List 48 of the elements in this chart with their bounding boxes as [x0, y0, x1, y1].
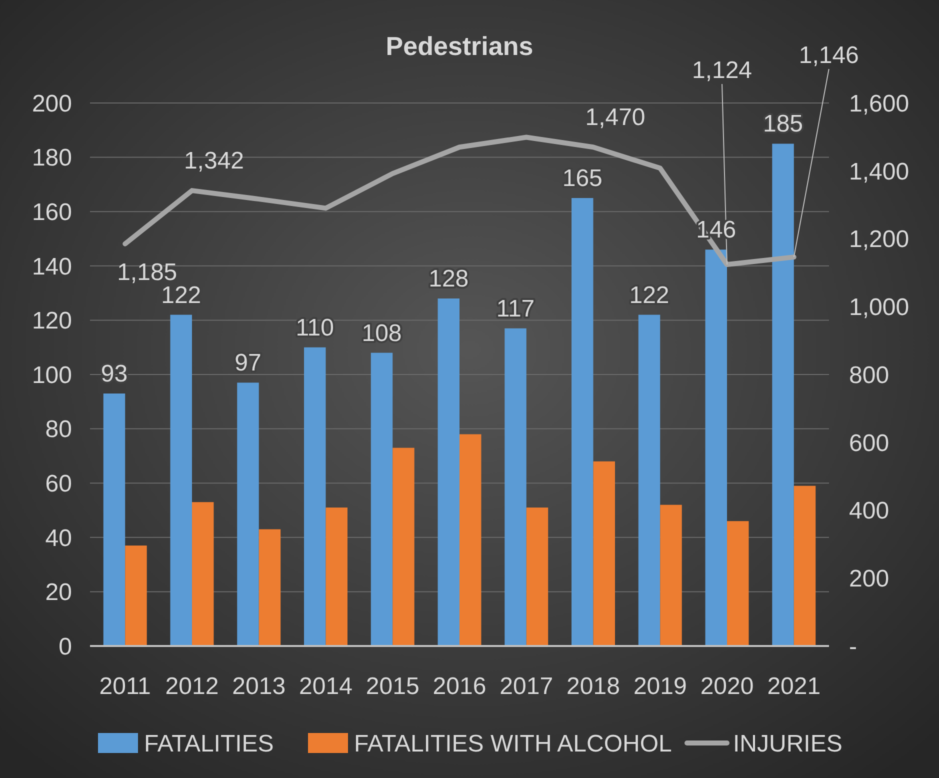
y2-tick-label: 1,000 — [849, 294, 910, 322]
y2-tick-label: 200 — [849, 566, 890, 593]
data-label: 1,124 — [692, 57, 752, 84]
data-label: 97 — [234, 350, 262, 377]
y-tick-label: 40 — [45, 524, 72, 552]
x-tick-label: 2013 — [232, 673, 286, 700]
y2-tick-label: - — [849, 633, 857, 660]
x-tick-label: 2015 — [366, 673, 420, 700]
data-label: 1,146 — [798, 42, 859, 69]
data-label: 1,470 — [585, 104, 646, 132]
legend-label: INJURIES — [733, 730, 842, 758]
chart-title: Pedestrians — [386, 31, 534, 61]
y2-tick-label: 800 — [849, 362, 890, 389]
y2-tick-label: 1,200 — [849, 226, 910, 254]
x-tick-label: 2017 — [500, 673, 554, 700]
x-tick-label: 2021 — [767, 673, 821, 700]
x-tick-label: 2014 — [299, 673, 352, 700]
data-label: 122 — [629, 282, 670, 309]
legend-label: FATALITIES WITH ALCOHOL — [354, 730, 672, 758]
x-tick-label: 2011 — [99, 673, 151, 700]
data-label: 165 — [562, 165, 602, 192]
y2-tick-label: 400 — [849, 498, 890, 525]
y-tick-label: 100 — [32, 362, 72, 389]
x-tick-label: 2018 — [566, 673, 620, 700]
data-label: 93 — [100, 360, 128, 388]
y2-tick-label: 600 — [849, 430, 890, 457]
y2-tick-label: 1,600 — [849, 90, 910, 118]
data-label: 1,342 — [184, 148, 244, 175]
y-tick-label: 180 — [32, 144, 72, 172]
x-tick-label: 2019 — [633, 673, 687, 700]
y-tick-label: 140 — [32, 253, 72, 280]
x-tick-label: 2020 — [700, 673, 754, 700]
y-tick-label: 60 — [45, 470, 72, 498]
data-label: 185 — [763, 110, 804, 138]
y-tick-label: 0 — [58, 633, 72, 660]
legend-label: FATALITIES — [144, 730, 274, 758]
y2-tick-label: 1,400 — [849, 158, 910, 186]
y-tick-label: 20 — [45, 579, 72, 606]
data-label: 110 — [296, 314, 334, 342]
data-label: 108 — [362, 320, 402, 347]
x-tick-label: 2012 — [165, 673, 219, 700]
x-tick-label: 2016 — [432, 673, 486, 700]
y-tick-label: 200 — [32, 90, 72, 118]
y-tick-label: 80 — [45, 416, 72, 444]
data-label: 117 — [496, 295, 535, 322]
y-tick-label: 120 — [32, 308, 72, 335]
y-tick-label: 160 — [32, 199, 72, 226]
data-label: 128 — [428, 265, 469, 292]
